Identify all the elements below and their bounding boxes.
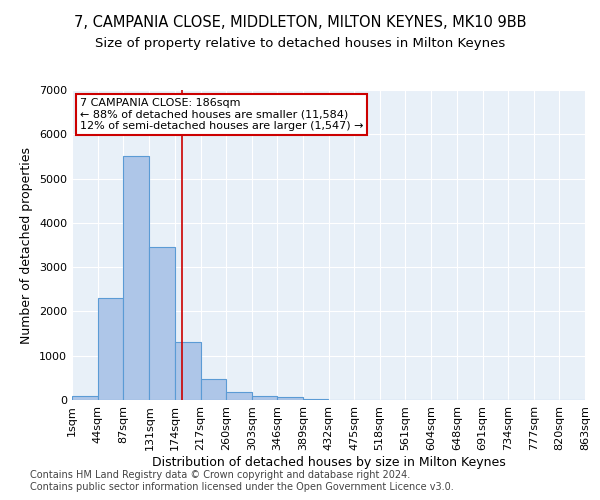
X-axis label: Distribution of detached houses by size in Milton Keynes: Distribution of detached houses by size …: [152, 456, 505, 468]
Text: Contains HM Land Registry data © Crown copyright and database right 2024.: Contains HM Land Registry data © Crown c…: [30, 470, 410, 480]
Bar: [149, 247, 175, 400]
Bar: [226, 392, 252, 400]
Bar: [175, 342, 200, 400]
Text: 7, CAMPANIA CLOSE, MIDDLETON, MILTON KEYNES, MK10 9BB: 7, CAMPANIA CLOSE, MIDDLETON, MILTON KEY…: [74, 15, 526, 30]
Bar: [98, 298, 123, 400]
Bar: [72, 396, 98, 400]
Bar: [277, 397, 303, 400]
Text: 7 CAMPANIA CLOSE: 186sqm
← 88% of detached houses are smaller (11,584)
12% of se: 7 CAMPANIA CLOSE: 186sqm ← 88% of detach…: [80, 98, 363, 131]
Bar: [200, 378, 226, 400]
Bar: [123, 156, 149, 400]
Text: Size of property relative to detached houses in Milton Keynes: Size of property relative to detached ho…: [95, 38, 505, 51]
Bar: [252, 396, 277, 400]
Bar: [303, 398, 329, 400]
Y-axis label: Number of detached properties: Number of detached properties: [20, 146, 34, 344]
Text: Contains public sector information licensed under the Open Government Licence v3: Contains public sector information licen…: [30, 482, 454, 492]
